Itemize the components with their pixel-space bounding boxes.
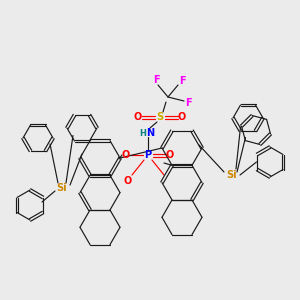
Text: F: F bbox=[185, 98, 191, 108]
Text: P: P bbox=[144, 150, 152, 160]
Text: O: O bbox=[178, 112, 186, 122]
Text: H: H bbox=[140, 128, 146, 137]
Text: Si: Si bbox=[227, 170, 237, 180]
Text: O: O bbox=[122, 150, 130, 160]
Text: F: F bbox=[153, 75, 159, 85]
Text: F: F bbox=[179, 76, 185, 86]
Text: O: O bbox=[134, 112, 142, 122]
Text: O: O bbox=[124, 176, 132, 186]
Text: O: O bbox=[166, 150, 174, 160]
Text: N: N bbox=[146, 128, 154, 138]
Text: S: S bbox=[156, 112, 164, 122]
Text: Si: Si bbox=[57, 183, 67, 193]
